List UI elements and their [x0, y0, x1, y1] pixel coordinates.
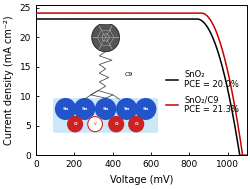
Legend: SnO₂
PCE = 20.0%, SnO₂/C9
PCE = 21.3%: SnO₂ PCE = 20.0%, SnO₂/C9 PCE = 21.3%	[162, 67, 242, 118]
Y-axis label: Current density (mA cm⁻²): Current density (mA cm⁻²)	[4, 15, 14, 145]
X-axis label: Voltage (mV): Voltage (mV)	[109, 175, 172, 185]
